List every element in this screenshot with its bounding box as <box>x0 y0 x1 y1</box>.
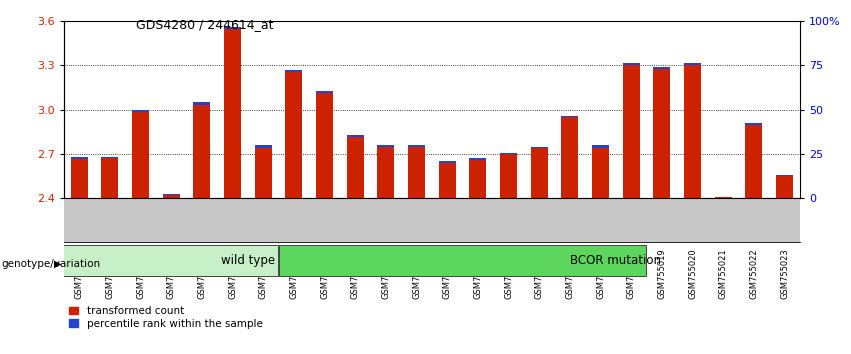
Bar <box>101 157 118 158</box>
Bar <box>316 93 333 198</box>
Bar <box>346 135 363 137</box>
Bar <box>500 153 517 154</box>
Bar <box>132 112 149 198</box>
Bar <box>715 197 732 198</box>
Bar <box>163 194 180 198</box>
Bar <box>592 145 609 148</box>
Bar <box>254 145 271 148</box>
Text: wild type: wild type <box>220 254 275 267</box>
Bar <box>531 148 548 198</box>
Bar <box>224 27 241 29</box>
Bar <box>101 158 118 198</box>
Bar <box>132 110 149 112</box>
Bar <box>193 105 210 198</box>
Text: ▶: ▶ <box>54 259 61 269</box>
Bar <box>285 72 302 198</box>
Bar <box>623 65 640 198</box>
Bar <box>408 147 425 198</box>
Bar <box>285 70 302 72</box>
Bar <box>745 123 762 125</box>
Bar <box>562 116 579 118</box>
Bar <box>776 175 793 176</box>
Bar <box>439 163 455 198</box>
Bar <box>378 147 394 198</box>
Bar <box>684 65 701 198</box>
Bar <box>470 159 486 160</box>
Bar <box>562 118 579 198</box>
Bar <box>623 63 640 65</box>
Bar <box>500 154 517 198</box>
Bar <box>279 245 646 276</box>
Bar <box>408 145 425 147</box>
Bar <box>531 147 548 148</box>
Bar <box>71 159 88 198</box>
Bar <box>439 161 455 163</box>
Bar <box>776 176 793 198</box>
Bar <box>254 148 271 198</box>
Bar <box>684 63 701 65</box>
Bar <box>346 137 363 198</box>
Bar <box>654 69 671 198</box>
Bar <box>224 29 241 198</box>
Text: genotype/variation: genotype/variation <box>2 259 100 269</box>
Bar <box>745 125 762 198</box>
Bar <box>0 245 277 276</box>
Bar <box>193 102 210 105</box>
Text: GDS4280 / 244614_at: GDS4280 / 244614_at <box>136 18 274 31</box>
Bar <box>654 67 671 69</box>
Bar <box>71 157 88 159</box>
Text: BCOR mutation: BCOR mutation <box>570 254 661 267</box>
Legend: transformed count, percentile rank within the sample: transformed count, percentile rank withi… <box>69 306 263 329</box>
Bar <box>470 160 486 198</box>
Bar <box>378 145 394 147</box>
Bar <box>592 148 609 198</box>
Bar <box>316 91 333 93</box>
